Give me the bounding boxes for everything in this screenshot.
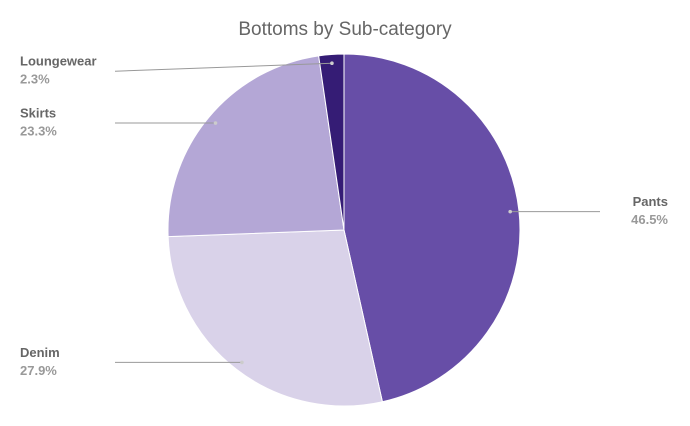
pie-slice [167,55,345,238]
leader-line [114,62,332,72]
pie-slice [343,53,521,403]
slice-value: 2.3% [20,72,50,87]
slice-value: 23.3% [20,123,57,138]
leader-dot [330,61,334,66]
pie-slice [318,53,345,231]
slice-name: Skirts [20,105,56,120]
slice-name: Pants [633,194,668,209]
leader-dot [240,360,244,365]
slice-name: Denim [20,345,60,360]
slice-value: 27.9% [20,363,57,378]
pie-slice [167,229,383,407]
chart-title: Bottoms by Sub-category [238,19,452,40]
leader-dot [213,121,218,125]
slice-value: 46.5% [631,212,668,227]
leader-dot [508,209,512,214]
slice-name: Loungewear [20,54,97,69]
